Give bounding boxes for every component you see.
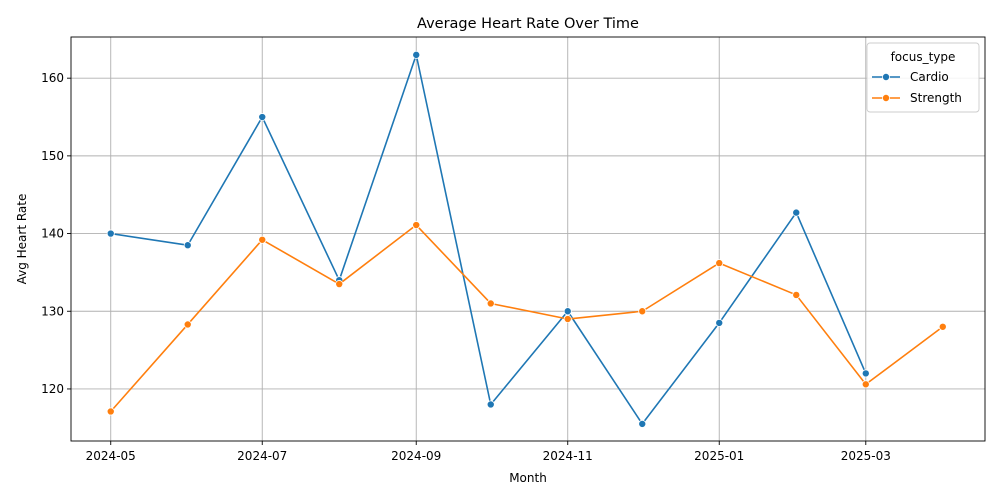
data-point-strength	[258, 235, 267, 244]
x-tick-label: 2025-03	[841, 449, 891, 463]
x-tick-label: 2024-07	[237, 449, 287, 463]
x-tick-label: 2024-09	[391, 449, 441, 463]
data-point-strength	[183, 320, 192, 329]
data-point-cardio	[715, 318, 724, 327]
x-axis-title: Month	[509, 471, 547, 485]
x-tick-label: 2024-11	[543, 449, 593, 463]
x-tick-label: 2025-01	[694, 449, 744, 463]
legend-marker-cardio	[882, 73, 891, 82]
series-cardio	[106, 50, 870, 428]
y-tick-label: 140	[41, 227, 64, 241]
legend-label-strength: Strength	[910, 91, 962, 105]
y-axis-title: Avg Heart Rate	[15, 194, 29, 285]
legend-title: focus_type	[891, 50, 956, 64]
data-point-cardio	[861, 369, 870, 378]
data-point-cardio	[412, 50, 421, 59]
x-axis-ticks: 2024-05 2024-07 2024-09 2024-11 2025-01 2025-…	[86, 441, 891, 463]
series-line-cardio	[110, 54, 867, 425]
data-point-strength	[938, 322, 947, 331]
legend-box	[866, 42, 980, 113]
legend-label-cardio: Cardio	[910, 70, 949, 84]
legend-item-cardio: Cardio	[872, 70, 949, 84]
legend: focus_type Cardio Strength	[866, 42, 980, 113]
data-point-strength	[715, 259, 724, 268]
data-point-strength	[412, 221, 421, 230]
y-tick-label: 130	[41, 304, 64, 318]
legend-entries: Cardio Strength	[872, 70, 962, 105]
legend-marker-strength	[882, 94, 891, 103]
y-axis-ticks: 120 130 140 150 160	[41, 71, 71, 396]
series-line-strength	[110, 224, 944, 413]
plot-frame	[70, 36, 986, 442]
data-point-strength	[106, 407, 115, 416]
data-point-cardio	[638, 419, 647, 428]
data-point-cardio	[183, 241, 192, 250]
y-tick-label: 150	[41, 149, 64, 163]
data-point-cardio	[258, 113, 267, 122]
data-point-strength	[792, 290, 801, 299]
y-tick-label: 120	[41, 382, 64, 396]
series-lines	[106, 50, 947, 428]
data-point-strength	[486, 299, 495, 308]
data-point-strength	[335, 280, 344, 289]
x-tick-label: 2024-05	[86, 449, 136, 463]
data-point-cardio	[563, 307, 572, 316]
grid	[71, 37, 985, 441]
data-point-strength	[638, 307, 647, 316]
data-point-strength	[563, 315, 572, 324]
legend-item-strength: Strength	[872, 91, 962, 105]
y-tick-label: 160	[41, 71, 64, 85]
data-point-cardio	[486, 400, 495, 409]
chart-title: Average Heart Rate Over Time	[417, 16, 639, 32]
data-point-strength	[861, 380, 870, 389]
data-point-cardio	[106, 229, 115, 238]
series-strength	[106, 221, 947, 416]
data-point-cardio	[792, 208, 801, 217]
